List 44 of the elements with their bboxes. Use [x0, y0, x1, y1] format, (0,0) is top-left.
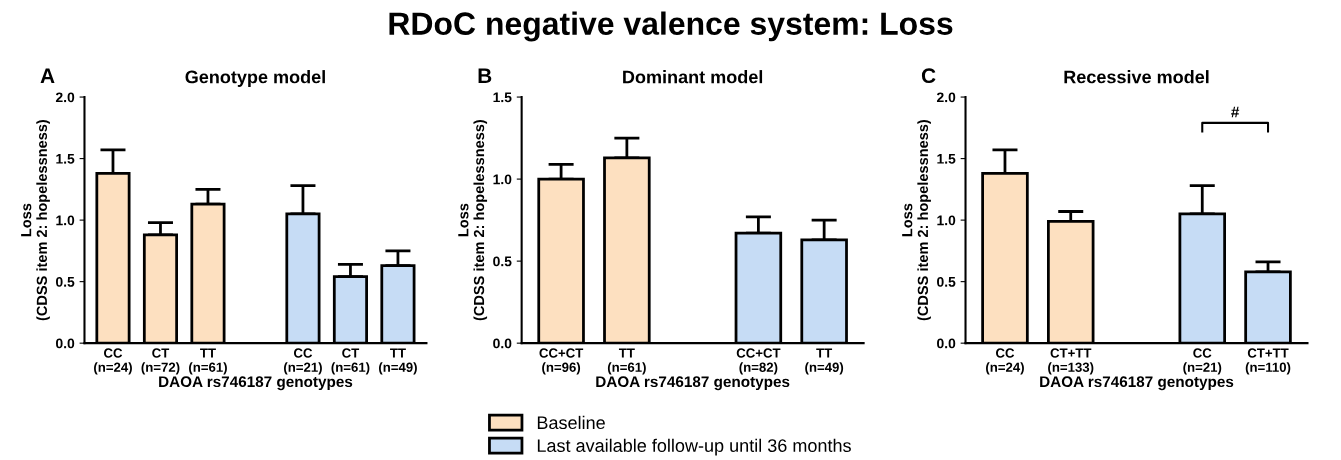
text: A: [40, 68, 55, 83]
y-axis-title: Loss (CDSS item 2: hopelessness): [902, 119, 931, 321]
text: RDoC negative valence system: Loss: [389, 11, 953, 42]
x-axis-title: DAOA rs746187 genotypes: [1040, 376, 1234, 391]
x-axis-title: DAOA rs746187 genotypes: [596, 376, 790, 391]
y-tick-label: 0.0: [937, 338, 956, 349]
annotation: #: [1231, 106, 1240, 118]
x-tick-label: CT (n=61): [331, 348, 370, 375]
y-tick-label: 1.0: [493, 174, 512, 185]
text: B: [478, 68, 492, 83]
y-tick-label: 0.0: [493, 338, 512, 349]
x-tick-label: CT (n=72): [141, 348, 180, 375]
x-tick-label: TT (n=61): [607, 348, 646, 375]
x-tick-label: TT (n=61): [189, 348, 227, 375]
text: C: [921, 68, 936, 84]
chart-title: Genotype model: [185, 70, 325, 87]
x-tick-label: CC+CT (n=96): [539, 348, 584, 375]
chart-title: Dominant model: [623, 70, 763, 84]
y-tick-label: 2.0: [936, 92, 956, 103]
x-tick-label: CC (n=21): [284, 348, 322, 375]
y-tick-label: 1.0: [56, 215, 75, 226]
x-tick-label: TT (n=49): [805, 348, 844, 375]
x-axis-title: DAOA rs746187 genotypes: [159, 376, 353, 391]
y-tick-label: 0.5: [493, 256, 512, 267]
y-tick-label: 0.5: [56, 276, 75, 287]
y-tick-label: 0.0: [56, 338, 75, 349]
y-tick-label: 1.5: [493, 92, 512, 103]
y-axis-title: Loss (CDSS item 2: hopelessness): [458, 119, 488, 321]
x-tick-label: CC (n=24): [94, 348, 132, 375]
legend-label: Last available follow-up until 36 months: [537, 438, 851, 456]
legend-label: Baseline: [537, 415, 605, 430]
x-tick-label: CC+CT (n=82): [736, 348, 781, 375]
x-tick-label: CC (n=24): [986, 348, 1024, 375]
y-tick-label: 1.5: [937, 154, 956, 164]
y-tick-label: 1.5: [56, 154, 75, 164]
y-axis-title: Loss (CDSS item 2: hopelessness): [21, 119, 50, 321]
y-tick-label: 1.0: [937, 215, 956, 226]
x-tick-label: CT+TT (n=133): [1048, 348, 1094, 375]
x-tick-label: CT+TT (n=110): [1245, 348, 1291, 375]
x-tick-label: CC (n=21): [1183, 348, 1222, 375]
chart-title: Recessive model: [1064, 70, 1209, 84]
x-tick-label: TT (n=49): [378, 348, 417, 375]
y-tick-label: 2.0: [55, 92, 75, 103]
y-tick-label: 0.5: [937, 276, 956, 287]
